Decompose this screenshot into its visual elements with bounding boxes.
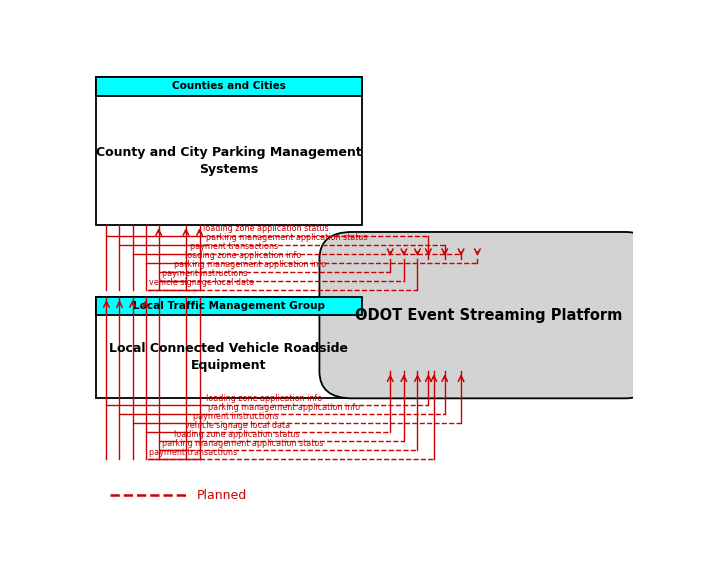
- Text: vehicle signage local data: vehicle signage local data: [150, 278, 254, 287]
- Bar: [96, 77, 363, 225]
- Text: parking management application info: parking management application info: [174, 260, 326, 269]
- Text: Counties and Cities: Counties and Cities: [172, 82, 286, 92]
- Text: County and City Parking Management
Systems: County and City Parking Management Syste…: [96, 145, 362, 176]
- Text: ODOT Event Streaming Platform: ODOT Event Streaming Platform: [354, 308, 622, 322]
- Text: loading zone application status: loading zone application status: [203, 224, 328, 234]
- Text: Local Traffic Management Group: Local Traffic Management Group: [133, 301, 325, 311]
- Text: loading zone application info: loading zone application info: [205, 394, 322, 404]
- Text: payment transactions: payment transactions: [191, 242, 278, 251]
- Text: payment instructions: payment instructions: [193, 412, 278, 421]
- FancyBboxPatch shape: [319, 232, 657, 398]
- Text: parking management application status: parking management application status: [205, 233, 367, 242]
- Bar: [96, 297, 363, 398]
- Text: parking management application info: parking management application info: [208, 404, 361, 412]
- Text: loading zone application info: loading zone application info: [186, 251, 302, 260]
- Text: parking management application status: parking management application status: [162, 439, 323, 449]
- Text: loading zone application status: loading zone application status: [174, 430, 299, 439]
- Bar: [96, 297, 363, 315]
- Text: Planned: Planned: [197, 489, 247, 502]
- Text: Local Connected Vehicle Roadside
Equipment: Local Connected Vehicle Roadside Equipme…: [110, 342, 349, 371]
- Text: payment instructions: payment instructions: [162, 269, 247, 279]
- Text: payment transactions: payment transactions: [150, 449, 238, 457]
- Text: vehicle signage local data: vehicle signage local data: [186, 421, 290, 430]
- Bar: [96, 77, 363, 96]
